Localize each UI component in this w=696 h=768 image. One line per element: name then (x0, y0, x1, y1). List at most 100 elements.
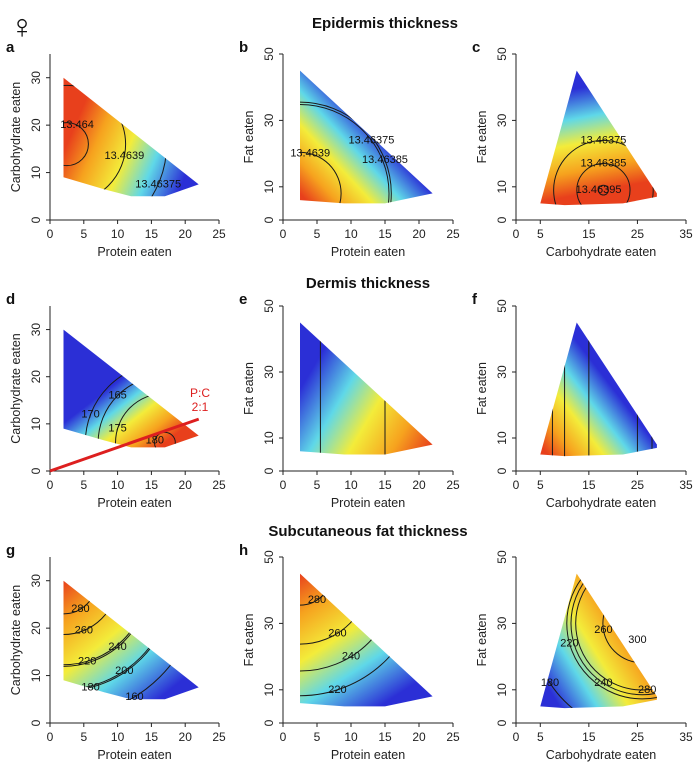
x-tick-label: 25 (212, 730, 226, 744)
panel-letter: c (472, 39, 480, 56)
x-axis-label: Protein eaten (331, 748, 405, 762)
x-tick-label: 10 (111, 478, 125, 492)
x-tick-label: 15 (145, 478, 159, 492)
contour-line (300, 103, 390, 204)
x-tick-label: 15 (582, 478, 596, 492)
heat-region (540, 322, 657, 457)
contour-line (300, 151, 342, 204)
x-axis-label: Protein eaten (331, 496, 405, 510)
x-tick-label: 5 (80, 730, 87, 744)
contour-label: 13.46375 (135, 178, 181, 190)
contour-line (576, 163, 631, 206)
y-tick-label: 20 (29, 118, 43, 132)
x-tick-label: 20 (179, 730, 193, 744)
y-tick-label: 50 (262, 550, 276, 564)
panel-letter: a (6, 39, 15, 56)
y-tick-label: 50 (495, 550, 509, 564)
y-tick-label: 20 (29, 621, 43, 635)
contour-label: 175 (108, 423, 126, 435)
y-tick-label: 0 (262, 719, 276, 726)
y-tick-label: 10 (495, 431, 509, 445)
contour-label: 13.46385 (362, 154, 408, 166)
contour-label: 180 (81, 681, 99, 693)
heat-region (300, 573, 433, 707)
x-tick-label: 25 (446, 478, 460, 492)
x-tick-label: 5 (537, 478, 544, 492)
x-tick-label: 5 (80, 227, 87, 241)
x-tick-label: 25 (212, 478, 226, 492)
x-tick-label: 15 (378, 478, 392, 492)
x-tick-label: 10 (344, 730, 358, 744)
heat-region (540, 573, 657, 709)
pc-annotation-ratio: P:C (190, 386, 210, 400)
contour-label: 280 (638, 684, 656, 696)
x-axis-label: Carbohydrate eaten (546, 748, 657, 762)
x-tick-label: 25 (446, 730, 460, 744)
contour-label: 13.46375 (580, 134, 626, 146)
contour-label: 160 (125, 691, 143, 703)
contour-label: 165 (108, 390, 126, 402)
heat-region (300, 70, 433, 204)
panel-letter: h (239, 542, 248, 559)
contour-label: 13.46395 (576, 184, 622, 196)
y-tick-label: 0 (29, 467, 43, 474)
x-tick-label: 20 (179, 227, 193, 241)
contour-label: 240 (594, 677, 612, 689)
x-tick-label: 25 (212, 227, 226, 241)
heat-region (300, 322, 433, 455)
y-tick-label: 50 (495, 47, 509, 61)
x-axis-label: Protein eaten (97, 748, 171, 762)
y-tick-label: 30 (262, 616, 276, 630)
x-tick-label: 10 (111, 730, 125, 744)
heat-region (540, 70, 657, 206)
y-axis-label: Fat eaten (475, 614, 489, 667)
contour-label: 280 (71, 603, 89, 615)
contour-line (300, 101, 392, 204)
y-tick-label: 50 (495, 299, 509, 313)
x-tick-label: 25 (446, 227, 460, 241)
panel-letter: g (6, 542, 15, 559)
section-title-dermis: Dermis thickness (306, 275, 430, 292)
contour-line (602, 583, 657, 664)
x-tick-label: 0 (513, 478, 520, 492)
y-axis-label: Fat eaten (242, 614, 256, 667)
x-tick-label: 15 (582, 227, 596, 241)
x-tick-label: 0 (47, 478, 54, 492)
y-tick-label: 10 (495, 683, 509, 697)
x-tick-label: 25 (631, 478, 645, 492)
y-axis-label: Carbohydrate eaten (9, 333, 23, 444)
panel-letter: d (6, 291, 15, 308)
panel-i: 0 5 15 25 35 0 10 30 50 Carbohydrate eaten Fat eat… (475, 550, 693, 762)
x-tick-label: 0 (280, 478, 287, 492)
y-axis-label: Carbohydrate eaten (9, 82, 23, 193)
female-symbol: ♀ (9, 8, 35, 46)
x-tick-label: 25 (631, 227, 645, 241)
y-tick-label: 20 (29, 370, 43, 384)
x-tick-label: 20 (412, 730, 426, 744)
y-tick-label: 10 (29, 417, 43, 431)
y-axis-label: Fat eaten (475, 111, 489, 164)
x-tick-label: 5 (537, 227, 544, 241)
y-tick-label: 0 (29, 719, 43, 726)
x-tick-label: 0 (280, 227, 287, 241)
y-tick-label: 30 (29, 574, 43, 588)
y-axis-label: Fat eaten (242, 362, 256, 415)
panel-letter: b (239, 39, 248, 56)
y-tick-label: 30 (495, 113, 509, 127)
contour-line (575, 573, 657, 691)
x-tick-label: 0 (47, 227, 54, 241)
panels: a 0 5 10 15 20 25 0 10 20 30 Protein eaten Carbohydr… (6, 39, 693, 762)
x-axis-label: Protein eaten (331, 245, 405, 259)
contour-label: 180 (541, 677, 559, 689)
y-tick-label: 10 (262, 180, 276, 194)
x-tick-label: 35 (679, 227, 693, 241)
y-tick-label: 0 (495, 719, 509, 726)
x-tick-label: 0 (513, 227, 520, 241)
y-tick-label: 30 (495, 616, 509, 630)
y-axis-label: Fat eaten (242, 111, 256, 164)
contour-line (63, 122, 89, 167)
section-title-epidermis: Epidermis thickness (312, 15, 458, 32)
x-tick-label: 10 (344, 227, 358, 241)
x-tick-label: 5 (314, 227, 321, 241)
